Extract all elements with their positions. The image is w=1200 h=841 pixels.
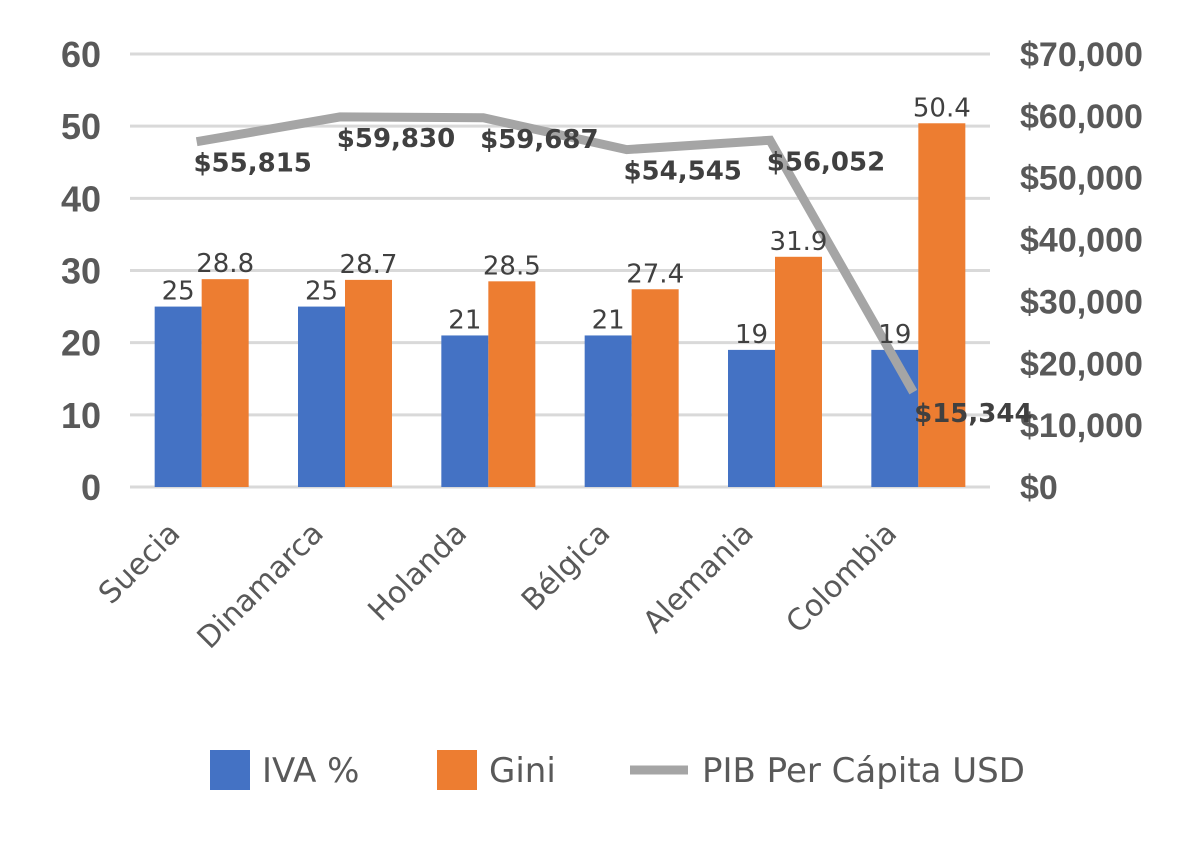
legend-swatch	[210, 750, 250, 790]
bar-value-label: 28.5	[483, 251, 541, 281]
bar-iva	[154, 306, 202, 487]
bar-value-label: 25	[305, 277, 338, 307]
right-axis-tick-label: $70,000	[1020, 36, 1143, 74]
legend-item-gini: Gini	[437, 750, 556, 791]
right-axis-tick-label: $50,000	[1020, 160, 1143, 198]
pib-line	[195, 112, 918, 395]
line-data-labels: $55,815 $59,830 $59,687 $54,545 $56,052 $15,3…	[193, 124, 1032, 429]
category-label: Holanda	[362, 516, 474, 628]
legend-swatch	[437, 750, 477, 790]
line-value-label: $56,052	[767, 147, 885, 177]
category-axis: Suecia Dinamarca Holanda Bélgica Alemania Col…	[92, 516, 904, 656]
bar-value-label: 19	[878, 320, 911, 350]
left-axis-tick-label: 50	[61, 106, 101, 147]
right-axis-tick-label: $40,000	[1020, 222, 1143, 260]
legend-label: IVA %	[262, 751, 359, 791]
left-axis: 0 10 20 30 40 50 60	[61, 34, 101, 508]
left-axis-tick-label: 60	[61, 34, 101, 75]
bar-value-label: 31.9	[770, 227, 828, 257]
bar-iva	[584, 335, 632, 487]
right-axis-tick-label: $60,000	[1020, 98, 1143, 136]
bar-value-label: 28.8	[196, 249, 254, 279]
right-axis: $0 $10,000 $20,000 $30,000 $40,000 $50,000 $60…	[1020, 36, 1143, 507]
bar-gini	[775, 256, 822, 487]
bar-iva	[728, 349, 775, 487]
legend-item-pib: PIB Per Cápita USD	[630, 751, 1025, 791]
bars-layer	[154, 123, 966, 487]
legend-item-iva: IVA %	[210, 750, 359, 791]
bar-gini	[201, 279, 249, 487]
line-value-label: $59,830	[337, 124, 455, 154]
bar-gini	[918, 123, 966, 487]
category-label: Suecia	[92, 516, 187, 611]
line-value-label: $54,545	[623, 157, 741, 187]
bar-value-label: 19	[735, 320, 768, 350]
category-label: Bélgica	[515, 516, 617, 618]
bar-value-label: 50.4	[913, 93, 971, 123]
left-axis-tick-label: 40	[61, 178, 101, 219]
bar-value-label: 21	[448, 305, 481, 335]
left-axis-tick-label: 10	[61, 395, 101, 436]
bar-value-label: 25	[162, 277, 195, 307]
left-axis-tick-label: 0	[81, 467, 101, 508]
bar-value-label: 27.4	[626, 259, 684, 289]
gridlines	[130, 52, 990, 489]
line-value-label: $15,344	[914, 399, 1032, 429]
bar-value-label: 21	[592, 305, 625, 335]
bar-value-label: 28.7	[340, 250, 398, 280]
bar-gini	[488, 281, 536, 487]
right-axis-tick-label: $20,000	[1020, 345, 1143, 383]
right-axis-tick-label: $10,000	[1020, 407, 1143, 445]
legend: IVA % Gini PIB Per Cápita USD	[210, 750, 1025, 791]
category-label: Colombia	[780, 516, 904, 640]
left-axis-tick-label: 20	[61, 323, 101, 364]
legend-label: PIB Per Cápita USD	[702, 751, 1025, 791]
legend-label: Gini	[489, 751, 556, 791]
bar-iva	[871, 349, 919, 487]
bar-data-labels: 25 25 21 21 19 19 28.8 28.7 28.5 27.4 31.9 50.4	[162, 93, 971, 350]
right-axis-tick-label: $0	[1020, 469, 1058, 507]
bar-gini	[345, 279, 392, 487]
bar-gini	[631, 289, 679, 487]
category-label: Alemania	[636, 516, 760, 640]
category-label: Dinamarca	[191, 516, 331, 656]
right-axis-tick-label: $30,000	[1020, 283, 1143, 321]
line-value-label: $59,687	[480, 125, 598, 155]
line-value-label: $55,815	[193, 149, 311, 179]
line-layer	[195, 112, 918, 395]
bar-iva	[298, 306, 345, 487]
bar-iva	[441, 335, 489, 487]
left-axis-tick-label: 30	[61, 251, 101, 292]
